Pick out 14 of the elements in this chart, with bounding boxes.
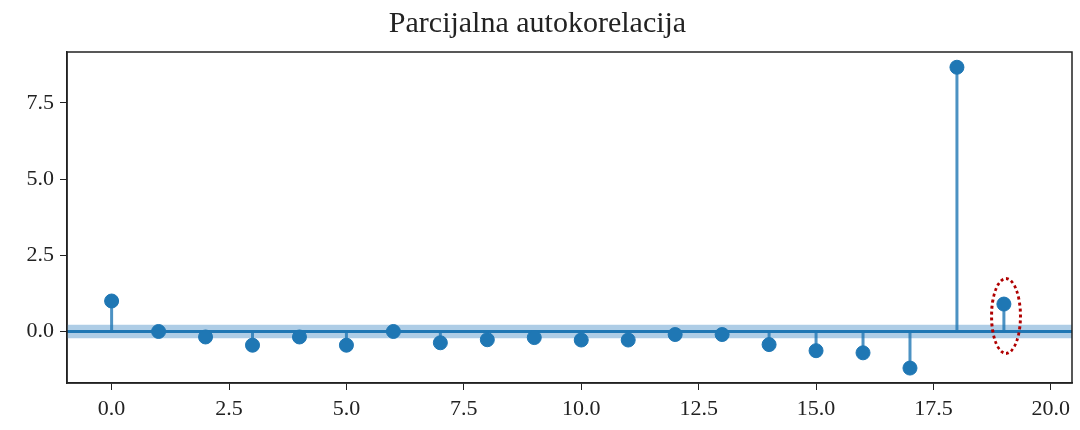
x-tick-label: 0.0 <box>97 394 126 420</box>
x-tick-label: 20.0 <box>1031 394 1071 420</box>
y-tick-label: 5.0 <box>26 164 54 190</box>
x-tick-label: 5.0 <box>332 394 361 420</box>
x-tick-label: 7.5 <box>450 394 478 420</box>
x-tick-label: 2.5 <box>215 394 243 420</box>
x-tick-label: 17.5 <box>914 394 953 420</box>
y-tick-label: 7.5 <box>26 88 54 114</box>
y-tick-label: 0.0 <box>26 317 54 343</box>
y-tick-label: 2.5 <box>26 241 54 267</box>
x-tick-label: 12.5 <box>679 394 718 420</box>
x-tick-label: 10.0 <box>561 394 601 420</box>
x-tick-label: 15.0 <box>796 394 836 420</box>
chart-title: Parcijalna autokorelacija <box>388 4 687 38</box>
